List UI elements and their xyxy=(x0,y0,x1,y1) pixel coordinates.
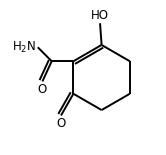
Text: H$_2$N: H$_2$N xyxy=(12,40,36,55)
Text: HO: HO xyxy=(91,9,109,22)
Text: O: O xyxy=(38,83,47,96)
Text: O: O xyxy=(56,117,66,130)
